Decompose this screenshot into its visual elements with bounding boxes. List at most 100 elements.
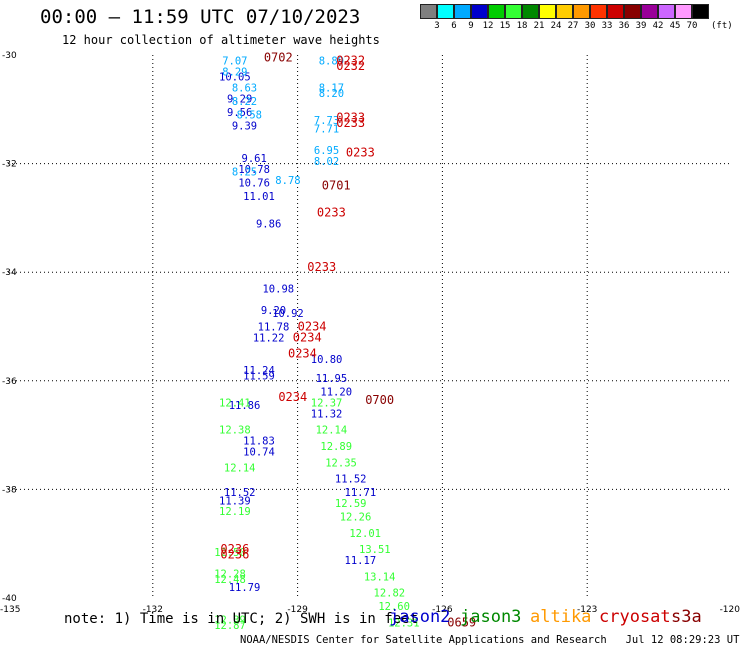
wave-height-label: 0232 [336, 59, 365, 73]
color-scale-label: 15 [499, 21, 511, 31]
wave-height-label: 12.41 [219, 398, 251, 410]
y-tick-label: -38 [2, 485, 17, 495]
wave-height-label: 9.29 [227, 93, 252, 105]
wave-height-label: 7.73 [314, 115, 339, 127]
wave-height-label: 0236 [220, 542, 249, 556]
wave-height-label: 10.78 [238, 164, 270, 176]
wave-height-label: 9.39 [232, 121, 257, 133]
color-swatch [522, 4, 539, 19]
y-tick-label: -36 [2, 377, 17, 387]
color-scale-label: 33 [601, 21, 613, 31]
wave-height-label: 6.95 [314, 145, 339, 157]
wave-height-label: 0234 [288, 347, 317, 361]
wave-height-label: 12.89 [320, 441, 352, 453]
color-swatch [641, 4, 658, 19]
wave-height-label: 8.02 [314, 156, 339, 168]
wave-height-label: 9.86 [256, 218, 281, 230]
wave-height-label: 12.31 [388, 617, 420, 629]
wave-height-label: 12.82 [374, 588, 406, 600]
wave-height-label: 11.20 [320, 387, 352, 399]
wave-height-label: 11.01 [243, 191, 275, 203]
color-scale-label: 12 [482, 21, 494, 31]
wave-height-label: 12.14 [224, 463, 256, 475]
satellite-name-cryosat: cryosat [599, 607, 671, 627]
satellite-name-s3a: s3a [671, 607, 702, 627]
wave-height-label: 12.39 [214, 615, 246, 627]
wave-height-label: 12.35 [325, 457, 357, 469]
color-scale-label: 24 [550, 21, 562, 31]
color-scale-label: 6 [451, 21, 457, 31]
wave-height-label: 10.05 [219, 72, 251, 84]
wave-height-label: 0234 [298, 320, 327, 334]
wave-height-label: 8.63 [232, 83, 257, 95]
wave-height-label: 0700 [365, 393, 394, 407]
wave-height-label: 0232 [336, 53, 365, 67]
y-tick-label: -30 [2, 51, 17, 61]
color-scale-label: 18 [516, 21, 528, 31]
y-tick-label: -34 [2, 268, 17, 278]
wave-height-label: 0233 [346, 146, 375, 160]
color-swatch [488, 4, 505, 19]
wave-height-label: 10.98 [262, 283, 294, 295]
wave-height-label: 13.51 [359, 544, 391, 556]
chart-subtitle: 12 hour collection of altimeter wave hei… [62, 33, 380, 47]
wave-height-label: 11.71 [345, 487, 377, 499]
footer-credit: NOAA/NESDIS Center for Satellite Applica… [240, 634, 740, 646]
color-swatch [556, 4, 573, 19]
wave-height-label: 8.58 [237, 110, 262, 122]
wave-height-label: 0233 [307, 260, 336, 274]
color-scale-label: 70 [686, 21, 698, 31]
wave-height-label: 12.19 [219, 506, 251, 518]
wave-height-label: 8.20 [319, 88, 344, 100]
color-swatch [437, 4, 454, 19]
wave-height-label: 8.78 [275, 175, 300, 187]
wave-height-label: 0659 [447, 615, 476, 629]
color-scale-label: 9 [468, 21, 474, 31]
satellite-name-jason3: jason3 [460, 607, 522, 627]
wave-height-label: 11.95 [316, 373, 348, 385]
x-tick-label: -123 [577, 605, 597, 615]
wave-height-label: 10.74 [243, 446, 275, 458]
color-scale-label: 30 [584, 21, 596, 31]
wave-height-label: 10.80 [311, 354, 343, 366]
color-swatch [505, 4, 522, 19]
x-tick-label: -120 [720, 605, 740, 615]
y-tick-label: -32 [2, 160, 17, 170]
wave-height-label: 12.14 [316, 425, 348, 437]
wave-height-label: 7.07 [222, 55, 247, 67]
wave-height-label: 10.76 [238, 178, 270, 190]
color-scale-label: 39 [635, 21, 647, 31]
wave-height-label: 13.14 [364, 571, 396, 583]
wave-height-label: 11.24 [243, 365, 275, 377]
color-swatch [539, 4, 556, 19]
wave-height-label: 0236 [220, 548, 249, 562]
color-scale-label: 36 [618, 21, 630, 31]
wave-height-label: 8.29 [222, 66, 247, 78]
wave-height-label: 11.52 [335, 474, 367, 486]
wave-height-label: 8.22 [232, 96, 257, 108]
wave-height-label: 12.48 [214, 574, 246, 586]
x-tick-label: -126 [432, 605, 453, 615]
x-tick-label: -132 [143, 605, 163, 615]
color-swatch [658, 4, 675, 19]
wave-height-label: 10.92 [272, 308, 304, 320]
wave-height-label: 12.87 [214, 620, 246, 632]
wave-height-label: 0233 [336, 116, 365, 130]
wave-height-label: 12.01 [349, 528, 381, 540]
color-scale-label: 45 [669, 21, 681, 31]
color-swatch [420, 4, 437, 19]
wave-height-label: 11.39 [219, 495, 251, 507]
wave-height-label: 11.52 [224, 487, 256, 499]
wave-height-label: 12.59 [335, 498, 367, 510]
wave-height-label: 8.17 [319, 83, 344, 95]
wave-height-label: 12.37 [311, 398, 343, 410]
wave-height-label: 0234 [278, 390, 307, 404]
wave-height-label: 12.60 [378, 601, 410, 613]
x-tick-label: -129 [287, 605, 308, 615]
wave-height-label: 0233 [336, 110, 365, 124]
wave-height-label: 7.71 [314, 123, 339, 135]
color-scale-label: 27 [567, 21, 579, 31]
wave-height-label: 11.86 [229, 400, 261, 412]
note-text: note: 1) Time is in UTC; 2) SWH is in fe… [64, 611, 419, 627]
